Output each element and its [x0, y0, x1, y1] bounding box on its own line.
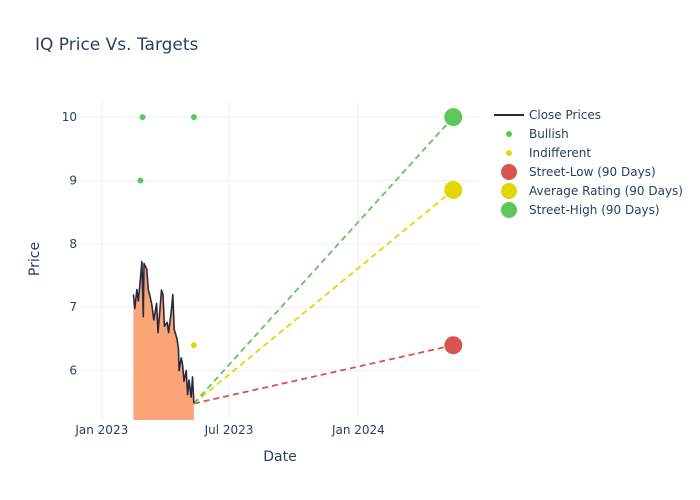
- legend-marker-swatch: [501, 164, 517, 180]
- legend-label: Bullish: [529, 127, 569, 141]
- bullish-point: [190, 114, 197, 121]
- legend-label: Street-High (90 Days): [529, 203, 660, 217]
- target-lines: [193, 116, 454, 405]
- y-tick-label: 9: [69, 173, 77, 187]
- x-tick-label: Jan 2023: [74, 423, 128, 437]
- legend-dot-swatch: [506, 150, 512, 156]
- close-price-area: [133, 261, 194, 420]
- close-price-series: [132, 260, 195, 404]
- rating-points: [137, 108, 463, 355]
- average-rating-target-line: [193, 189, 454, 405]
- legend-label: Indifferent: [529, 146, 591, 160]
- close-price-fill: [133, 261, 194, 420]
- close-price-line: [132, 260, 195, 404]
- average-rating-target-marker: [444, 180, 463, 199]
- chart-title: IQ Price Vs. Targets: [35, 35, 199, 55]
- bullish-point: [139, 114, 146, 121]
- y-axis-title: Price: [27, 242, 43, 276]
- street-high-target-line: [193, 116, 454, 405]
- bullish-point: [137, 177, 144, 184]
- street-low-target-marker: [444, 336, 463, 355]
- legend-marker-swatch: [501, 202, 517, 218]
- y-tick-label: 6: [69, 364, 77, 378]
- legend-label: Street-Low (90 Days): [529, 165, 656, 179]
- x-tick-label: Jan 2024: [331, 423, 385, 437]
- y-tick-label: 10: [62, 110, 77, 124]
- legend-marker-swatch: [501, 183, 517, 199]
- street-low-target-line: [193, 344, 454, 405]
- y-tick-label: 7: [69, 300, 77, 314]
- legend[interactable]: Close Prices Bullish Indifferent Street-Low…: [494, 108, 683, 218]
- indifferent-point: [190, 342, 197, 349]
- street-high-target-marker: [444, 108, 463, 127]
- x-tick-label: Jul 2023: [204, 423, 254, 437]
- legend-dot-swatch: [506, 131, 512, 137]
- legend-label: Close Prices: [529, 108, 601, 122]
- axis-ticks: 6 7 8 9 10 Jan 2023 Jul 2023 Jan 2024: [62, 110, 385, 437]
- x-axis-title: Date: [263, 449, 296, 465]
- y-tick-label: 8: [69, 237, 77, 251]
- legend-label: Average Rating (90 Days): [529, 184, 683, 198]
